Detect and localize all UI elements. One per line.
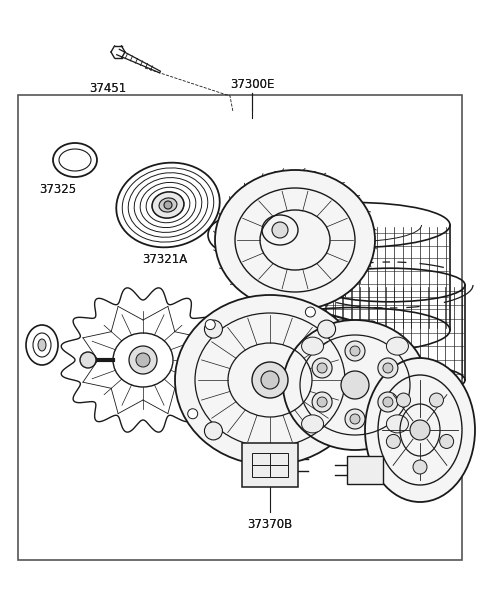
Circle shape bbox=[312, 392, 332, 412]
Circle shape bbox=[410, 420, 430, 440]
Text: 37300E: 37300E bbox=[230, 78, 274, 91]
Ellipse shape bbox=[301, 337, 324, 355]
Circle shape bbox=[440, 434, 454, 449]
Text: 37321A: 37321A bbox=[143, 253, 188, 266]
Bar bbox=[242, 443, 298, 487]
Bar bbox=[347, 456, 383, 484]
Circle shape bbox=[350, 414, 360, 424]
Circle shape bbox=[378, 392, 398, 412]
Ellipse shape bbox=[365, 358, 475, 502]
Circle shape bbox=[136, 353, 150, 367]
Text: 37370B: 37370B bbox=[247, 518, 293, 531]
Circle shape bbox=[252, 362, 288, 398]
Ellipse shape bbox=[283, 320, 427, 450]
Ellipse shape bbox=[38, 339, 46, 351]
Circle shape bbox=[305, 307, 315, 317]
Circle shape bbox=[350, 389, 360, 399]
Circle shape bbox=[263, 291, 277, 305]
Circle shape bbox=[386, 434, 400, 449]
Bar bbox=[252, 453, 288, 477]
Circle shape bbox=[204, 422, 222, 440]
Text: 37300E: 37300E bbox=[230, 78, 274, 91]
Text: 37325: 37325 bbox=[39, 183, 77, 196]
Circle shape bbox=[350, 346, 360, 356]
Circle shape bbox=[261, 371, 279, 389]
Circle shape bbox=[164, 201, 172, 209]
Text: 37321A: 37321A bbox=[143, 253, 188, 266]
Text: 37370B: 37370B bbox=[247, 518, 293, 531]
Ellipse shape bbox=[215, 170, 375, 310]
Circle shape bbox=[413, 460, 427, 474]
Circle shape bbox=[318, 320, 336, 338]
Circle shape bbox=[272, 222, 288, 238]
Circle shape bbox=[277, 451, 287, 461]
Circle shape bbox=[205, 320, 215, 330]
Circle shape bbox=[383, 397, 393, 407]
Ellipse shape bbox=[223, 230, 237, 240]
Circle shape bbox=[129, 346, 157, 374]
Ellipse shape bbox=[386, 337, 408, 355]
Bar bbox=[18, 95, 462, 560]
Circle shape bbox=[341, 371, 369, 399]
Ellipse shape bbox=[152, 192, 184, 218]
Circle shape bbox=[317, 397, 327, 407]
Circle shape bbox=[378, 358, 398, 378]
Circle shape bbox=[430, 393, 444, 407]
Ellipse shape bbox=[301, 415, 324, 433]
Circle shape bbox=[80, 352, 96, 368]
Circle shape bbox=[188, 409, 198, 419]
Ellipse shape bbox=[386, 415, 408, 433]
Text: 37325: 37325 bbox=[39, 183, 77, 196]
Circle shape bbox=[345, 409, 365, 429]
Text: 37451: 37451 bbox=[89, 82, 127, 95]
Circle shape bbox=[235, 192, 245, 202]
Circle shape bbox=[317, 363, 327, 373]
Circle shape bbox=[345, 341, 365, 361]
Ellipse shape bbox=[175, 295, 365, 465]
Circle shape bbox=[396, 393, 410, 407]
Circle shape bbox=[204, 320, 222, 338]
Circle shape bbox=[367, 321, 377, 331]
Circle shape bbox=[383, 363, 393, 373]
Ellipse shape bbox=[159, 198, 177, 212]
Text: 37451: 37451 bbox=[89, 82, 127, 95]
Circle shape bbox=[312, 358, 332, 378]
